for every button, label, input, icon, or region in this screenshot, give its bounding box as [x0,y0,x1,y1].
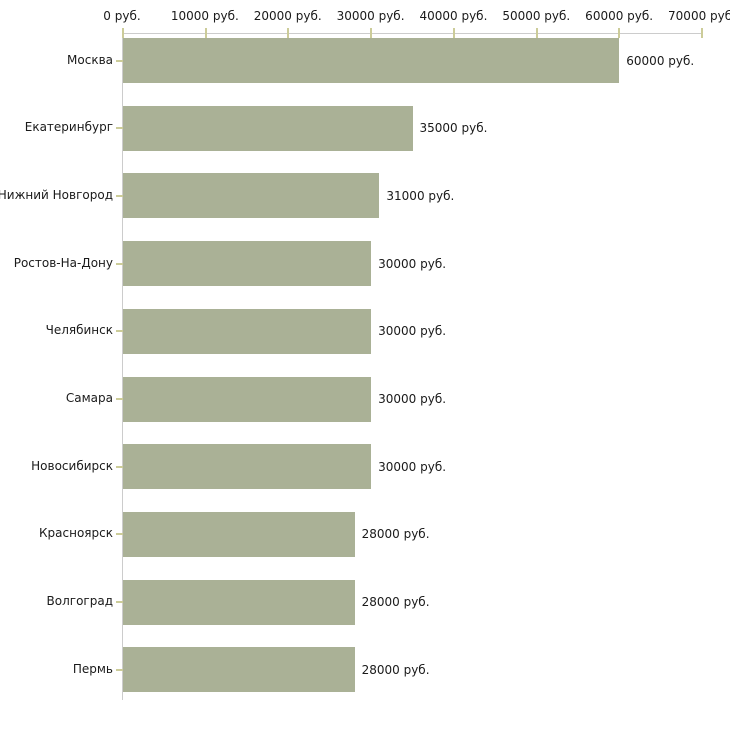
category-tick-mark [116,465,123,468]
category-label: Нижний Новгород [0,187,113,202]
x-axis-tick-mark [618,28,621,38]
bar-value-label: 31000 руб. [386,188,455,203]
bar [123,173,380,219]
bar [123,38,620,83]
bar-value-label: 30000 руб. [378,459,447,474]
category-tick-mark [116,194,123,197]
bar [123,579,355,625]
bar-value-label: 28000 руб. [361,662,430,677]
bar [123,376,372,422]
category-label: Волгоград [46,594,113,609]
bar [123,511,355,557]
x-axis-tick-mark [122,28,124,38]
bar-value-label: 30000 руб. [378,324,447,339]
bar-value-label: 35000 руб. [419,121,488,136]
category-label: Москва [67,52,113,67]
x-axis-tick-label: 40000 руб. [419,9,488,23]
category-label: Новосибирск [31,458,113,473]
category-label: Самара [65,391,113,405]
x-axis-labels: 0 руб. 10000 руб. 20000 руб. 30000 руб. 4000… [0,0,730,33]
x-axis-tick-label: 60000 руб. [585,9,654,23]
x-axis-tick-mark [701,28,703,38]
x-axis-tick-mark [287,28,290,38]
x-axis-tick-label: 50000 руб. [502,9,571,23]
category-label: Екатеринбург [24,120,113,135]
category-tick-mark [116,668,123,671]
category-tick-mark [116,398,123,400]
category-label: Пермь [72,661,113,676]
bar [123,647,355,693]
category-tick-mark [116,601,123,604]
x-axis-tick-mark [370,28,373,38]
bar-value-label: 28000 руб. [361,527,430,542]
category-tick-mark [116,533,123,536]
bar-value-label: 30000 руб. [378,256,447,271]
x-axis-tick-mark [535,28,538,38]
plot-area: 60000 руб. 35000 руб. 31000 руб. 30000 руб.… [116,28,703,700]
category-label: Челябинск [45,323,113,338]
category-tick-mark [116,59,123,62]
x-axis-tick-label: 20000 руб. [253,9,322,23]
x-axis-tick-mark [204,28,207,38]
category-label: Красноярск [39,526,113,541]
bar [123,308,372,354]
category-tick-mark [116,330,123,333]
x-axis-tick-label: 70000 руб. [668,9,730,23]
x-axis-tick-label: 10000 руб. [170,9,239,23]
x-axis-tick-label: 0 руб. [103,9,141,23]
bar [123,444,372,490]
bar-value-label: 28000 руб. [361,595,430,610]
bar [123,241,372,287]
x-axis-tick-label: 30000 руб. [336,9,405,23]
bar-value-label: 30000 руб. [378,392,447,406]
x-axis-tick-mark [452,28,455,38]
category-tick-mark [116,127,123,130]
bar-value-label: 60000 руб. [626,53,695,68]
bar [123,105,413,151]
category-label: Ростов-На-Дону [13,255,113,270]
category-tick-mark [116,262,123,265]
category-labels: Москва Екатеринбург Нижний Новгород Ростов-… [0,0,122,730]
